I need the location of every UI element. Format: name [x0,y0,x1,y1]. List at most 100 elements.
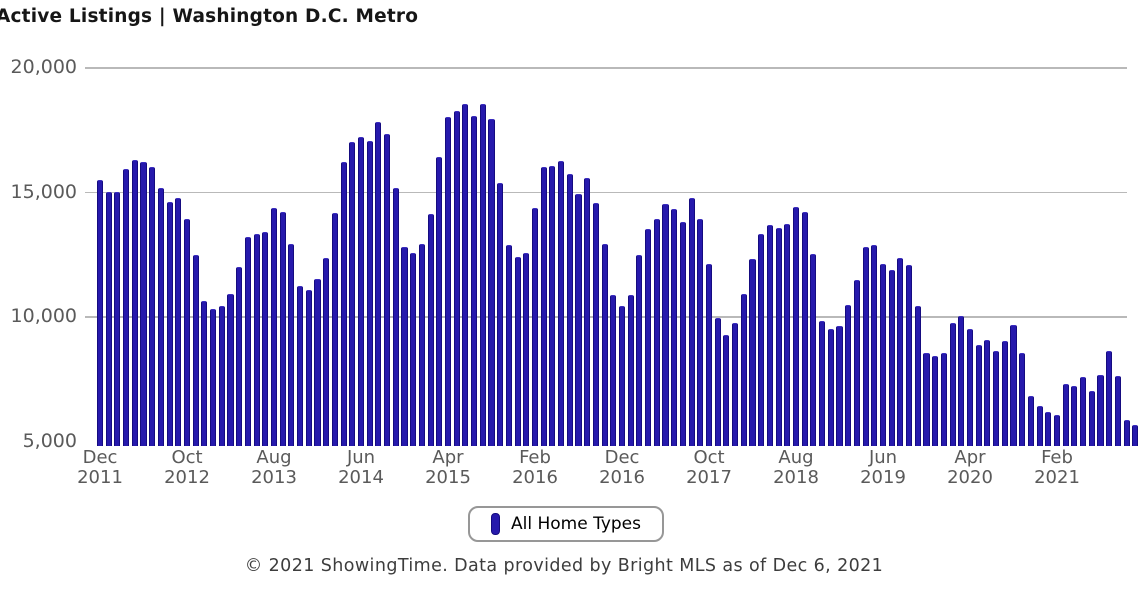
chart-bar[interactable] [279,211,286,446]
chart-bar[interactable] [357,136,365,446]
chart-bar[interactable] [244,236,251,446]
chart-bar[interactable] [436,156,443,446]
chart-bar[interactable] [549,165,556,446]
chart-bar[interactable] [653,219,660,446]
chart-bar[interactable] [636,255,643,446]
chart-bar[interactable] [314,278,321,446]
chart-bar[interactable] [471,115,478,446]
chart-bar[interactable] [114,191,121,446]
chart-bar[interactable] [1001,341,1008,446]
chart-bar[interactable] [418,244,425,446]
chart-bar[interactable] [705,264,713,446]
chart-bar[interactable] [401,246,408,446]
chart-bar[interactable] [288,244,295,446]
chart-bar[interactable] [697,219,704,446]
chart-bar[interactable] [410,252,417,446]
chart-bar[interactable] [888,270,895,446]
chart-bar[interactable] [627,295,634,446]
chart-bar[interactable] [618,306,626,446]
chart-bar[interactable] [714,317,721,446]
chart-bar[interactable] [270,207,278,446]
chart-bar[interactable] [688,197,695,446]
chart-bar[interactable] [592,202,599,446]
chart-bar[interactable] [236,266,243,446]
chart-bar[interactable] [949,322,956,446]
chart-bar[interactable] [1045,412,1052,446]
chart-bar[interactable] [566,174,573,446]
chart-bar[interactable] [1088,391,1095,446]
chart-bar[interactable] [1097,374,1104,446]
chart-bar[interactable] [679,221,686,446]
chart-bar[interactable] [427,214,434,446]
chart-bar[interactable] [531,207,539,446]
chart-bar[interactable] [862,246,869,446]
chart-bar[interactable] [1080,377,1087,446]
chart-bar[interactable] [262,231,269,446]
chart-bar[interactable] [923,352,930,446]
chart-bar[interactable] [792,206,800,446]
chart-bar[interactable] [732,322,739,446]
chart-bar[interactable] [558,160,565,446]
chart-bar[interactable] [819,321,826,446]
chart-bar[interactable] [966,328,974,446]
chart-bar[interactable] [1062,383,1069,446]
chart-bar[interactable] [749,259,756,446]
chart-bar[interactable] [575,194,582,446]
chart-bar[interactable] [253,233,260,446]
chart-bar[interactable] [479,104,486,446]
chart-bar[interactable] [766,225,773,446]
chart-bar[interactable] [140,161,147,446]
chart-bar[interactable] [1132,424,1139,446]
chart-bar[interactable] [993,351,1000,446]
chart-bar[interactable] [1036,406,1043,446]
chart-bar[interactable] [514,256,521,446]
legend[interactable]: All Home Types [468,506,664,542]
chart-bar[interactable] [349,141,356,446]
chart-bar[interactable] [879,264,887,446]
chart-bar[interactable] [853,280,860,446]
chart-bar[interactable] [497,182,504,446]
chart-bar[interactable] [157,188,164,446]
chart-bar[interactable] [488,119,495,446]
chart-bar[interactable] [836,326,843,446]
chart-bar[interactable] [775,227,782,446]
chart-bar[interactable] [201,301,208,446]
chart-bar[interactable] [123,169,130,446]
chart-bar[interactable] [192,255,199,446]
chart-bar[interactable] [758,234,765,446]
chart-bar[interactable] [1106,351,1113,446]
chart-bar[interactable] [984,340,991,446]
chart-bar[interactable] [340,161,347,446]
chart-bar[interactable] [845,305,852,446]
chart-bar[interactable] [801,211,808,446]
chart-bar[interactable] [523,252,530,446]
chart-bar[interactable] [392,187,399,446]
chart-bar[interactable] [175,198,182,446]
chart-bar[interactable] [1114,376,1121,446]
chart-bar[interactable] [1123,419,1130,446]
chart-bar[interactable] [1019,352,1026,446]
chart-bar[interactable] [1027,396,1034,446]
chart-bar[interactable] [871,245,878,446]
chart-bar[interactable] [662,204,669,446]
chart-bar[interactable] [784,224,791,446]
chart-bar[interactable] [96,180,104,446]
chart-bar[interactable] [297,286,304,446]
chart-bar[interactable] [131,160,138,446]
chart-bar[interactable] [183,219,191,446]
chart-bar[interactable] [210,308,217,446]
chart-bar[interactable] [453,110,460,446]
chart-bar[interactable] [932,356,939,446]
chart-bar[interactable] [897,257,904,446]
chart-bar[interactable] [227,293,234,446]
chart-bar[interactable] [323,257,330,446]
chart-bar[interactable] [914,306,921,446]
chart-bar[interactable] [366,140,373,446]
chart-bar[interactable] [166,201,173,446]
chart-bar[interactable] [540,166,547,446]
chart-bar[interactable] [740,293,747,446]
chart-bar[interactable] [305,290,312,446]
chart-bar[interactable] [584,178,591,446]
chart-bar[interactable] [1053,414,1061,446]
chart-bar[interactable] [958,316,965,446]
